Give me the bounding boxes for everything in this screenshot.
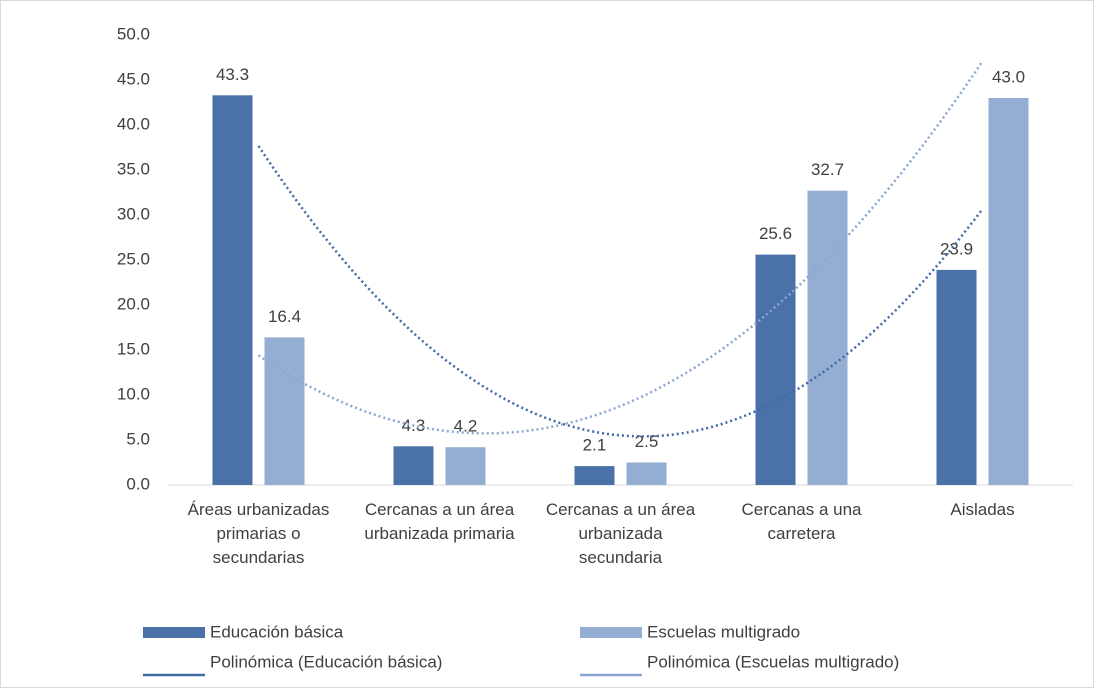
y-tick-label: 20.0 (117, 294, 150, 313)
legend-label: Polinómica (Escuelas multigrado) (647, 652, 899, 671)
bar (936, 269, 977, 485)
y-tick-label: 30.0 (117, 204, 150, 223)
trend-line (257, 60, 984, 435)
trend-line (257, 145, 984, 438)
x-tick-label: Cercanas a un área urbanizada secundaria (545, 500, 696, 567)
bar (755, 254, 796, 485)
bar (626, 462, 667, 485)
bar (807, 190, 848, 485)
x-tick-label: Aisladas (950, 500, 1015, 519)
y-tick-label: 15.0 (117, 339, 150, 358)
y-tick-label: 45.0 (117, 69, 150, 88)
value-label: 25.6 (759, 224, 792, 243)
y-tick-label: 10.0 (117, 384, 150, 403)
y-tick-label: 5.0 (126, 429, 150, 448)
legend-label: Educación básica (210, 622, 344, 641)
legend-swatch (580, 627, 642, 638)
y-tick-label: 40.0 (117, 114, 150, 133)
bar (212, 95, 253, 486)
bar (264, 337, 305, 485)
legend-swatch (143, 627, 205, 638)
x-tick-label: Áreas urbanizadas primarias o secundaria… (187, 500, 330, 567)
bar (988, 98, 1029, 485)
y-tick-label: 25.0 (117, 249, 150, 268)
y-tick-label: 35.0 (117, 159, 150, 178)
value-label: 2.5 (635, 432, 659, 451)
value-label: 16.4 (268, 307, 301, 326)
value-label: 4.2 (454, 417, 478, 436)
value-label: 2.1 (583, 436, 607, 455)
bar (393, 446, 434, 485)
value-label: 43.0 (992, 67, 1025, 86)
bar (445, 447, 486, 485)
y-tick-label: 0.0 (126, 474, 150, 493)
legend-label: Escuelas multigrado (647, 622, 800, 641)
value-label: 43.3 (216, 65, 249, 84)
x-tick-label: Cercanas a un área urbanizada primaria (364, 500, 515, 543)
y-tick-label: 50.0 (117, 24, 150, 43)
value-label: 32.7 (811, 160, 844, 179)
bar (574, 466, 615, 485)
legend-label: Polinómica (Educación básica) (210, 652, 442, 671)
x-tick-label: Cercanas a una carretera (741, 500, 862, 543)
value-label: 23.9 (940, 239, 973, 258)
